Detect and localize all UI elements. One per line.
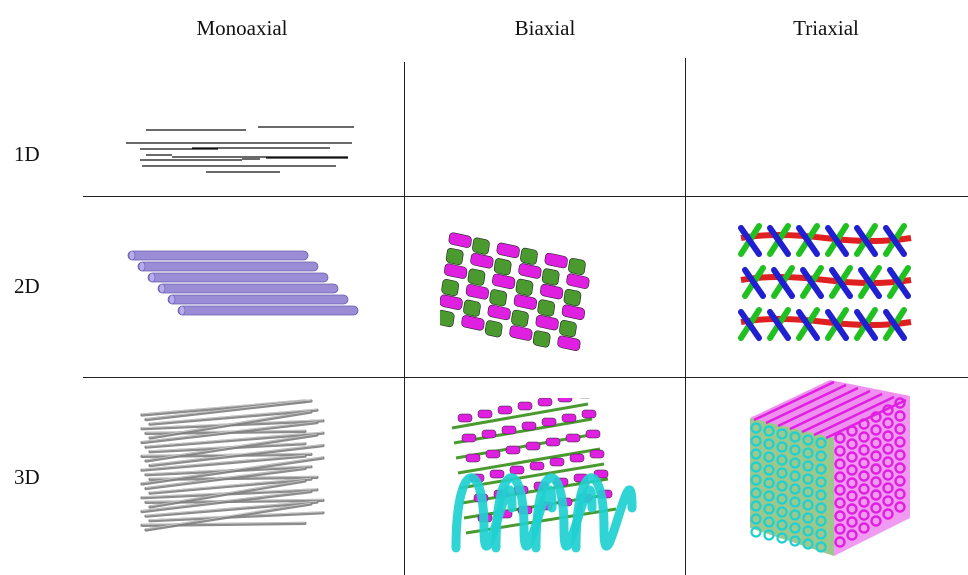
3d-woven-block-illustration: [451, 398, 637, 553]
blue-strand: [858, 267, 882, 299]
rod: [147, 272, 329, 283]
row-header-3d: 3D: [14, 465, 40, 489]
grid-line-vertical-2: [685, 58, 686, 575]
blue-strand: [883, 309, 907, 341]
blue-strand: [771, 267, 795, 299]
weft-segment: [440, 294, 463, 310]
rod: [157, 283, 339, 294]
rod: [127, 250, 309, 261]
weft-segment: [487, 304, 511, 321]
fiber-bundle: [140, 399, 325, 532]
cell-1d-biaxial: [406, 62, 684, 195]
warp-segment: [484, 320, 503, 338]
warp-segment: [472, 237, 490, 255]
blue-strand: [767, 225, 791, 257]
warp-segment: [559, 320, 577, 338]
3d-triaxial-cube-illustration: [750, 380, 910, 556]
warp-segment: [463, 299, 481, 317]
blue-strand: [854, 309, 878, 341]
blue-strand: [738, 225, 762, 257]
warp-segment: [532, 330, 551, 348]
triaxial-weave-illustration: [738, 223, 912, 341]
weft-segment: [470, 253, 494, 269]
short-fibers-illustration: [126, 126, 354, 173]
blue-strand: [738, 309, 762, 341]
triaxial-cube: [750, 380, 910, 556]
woven-fabric-illustration: [440, 232, 590, 351]
rod: [137, 261, 319, 272]
red-strand: [740, 316, 912, 328]
blue-strand: [887, 267, 911, 299]
weft-segment: [544, 252, 568, 269]
warp-segment: [441, 279, 460, 297]
weft-segment: [540, 283, 564, 300]
row-header-2d: 2D: [14, 274, 40, 298]
rod: [167, 294, 349, 305]
warp-segment: [520, 247, 538, 265]
cell-2d-biaxial: [440, 222, 620, 352]
blue-strand: [883, 225, 907, 257]
rod: [177, 305, 359, 316]
weft-segment: [513, 294, 538, 310]
weft-segment: [566, 273, 590, 289]
blue-strand: [800, 267, 824, 299]
blue-strand: [854, 225, 878, 257]
weft-segment: [509, 325, 533, 341]
weft-segment: [465, 284, 490, 300]
parallel-rods-illustration: [127, 250, 359, 316]
column-header-monoaxial: Monoaxial: [196, 16, 288, 40]
cell-3d-triaxial: [742, 378, 917, 563]
weft-segment: [444, 263, 468, 279]
fiber-bundle-illustration: [140, 399, 325, 532]
weft-segment: [461, 315, 485, 331]
column-header-triaxial: Triaxial: [793, 16, 859, 40]
warp-segment: [440, 310, 455, 328]
warp-segment: [445, 247, 464, 266]
warp-segment: [493, 258, 512, 276]
warp-segment: [467, 268, 486, 286]
blue-strand: [796, 309, 820, 341]
woven-block: [451, 398, 637, 553]
cell-2d-monoaxial: [120, 245, 370, 325]
warp-segment: [537, 299, 556, 317]
blue-strand: [829, 267, 853, 299]
warp-segment: [541, 268, 560, 286]
warp-segment: [563, 289, 582, 307]
warp-segment: [511, 309, 529, 327]
warp-segment: [568, 257, 586, 275]
grid-line-horizontal-1: [83, 196, 968, 197]
cell-2d-triaxial: [735, 222, 915, 347]
grid-line-horizontal-2: [83, 377, 968, 378]
weft-segment: [557, 335, 581, 351]
cell-1d-triaxial: [687, 62, 967, 195]
weft-segment: [535, 314, 559, 331]
blue-strand: [825, 309, 849, 341]
blue-strand: [767, 309, 791, 341]
weft-segment: [518, 263, 542, 279]
blue-strand: [796, 225, 820, 257]
grid-line-vertical-1: [404, 62, 405, 575]
warp-segment: [489, 289, 508, 307]
blue-strand: [825, 225, 849, 257]
blue-strand: [742, 267, 766, 299]
cell-3d-monoaxial: [130, 395, 335, 550]
weft-segment: [561, 304, 586, 320]
red-strand: [740, 274, 912, 286]
row-header-1d: 1D: [14, 142, 40, 166]
warp-segment: [515, 278, 534, 296]
weft-segment: [448, 232, 472, 248]
weft-segment: [496, 242, 520, 259]
cell-1d-monoaxial: [120, 120, 360, 180]
weft-segment: [492, 273, 516, 290]
red-strand: [740, 232, 912, 244]
cell-3d-biaxial: [438, 398, 638, 558]
column-header-biaxial: Biaxial: [514, 16, 576, 40]
